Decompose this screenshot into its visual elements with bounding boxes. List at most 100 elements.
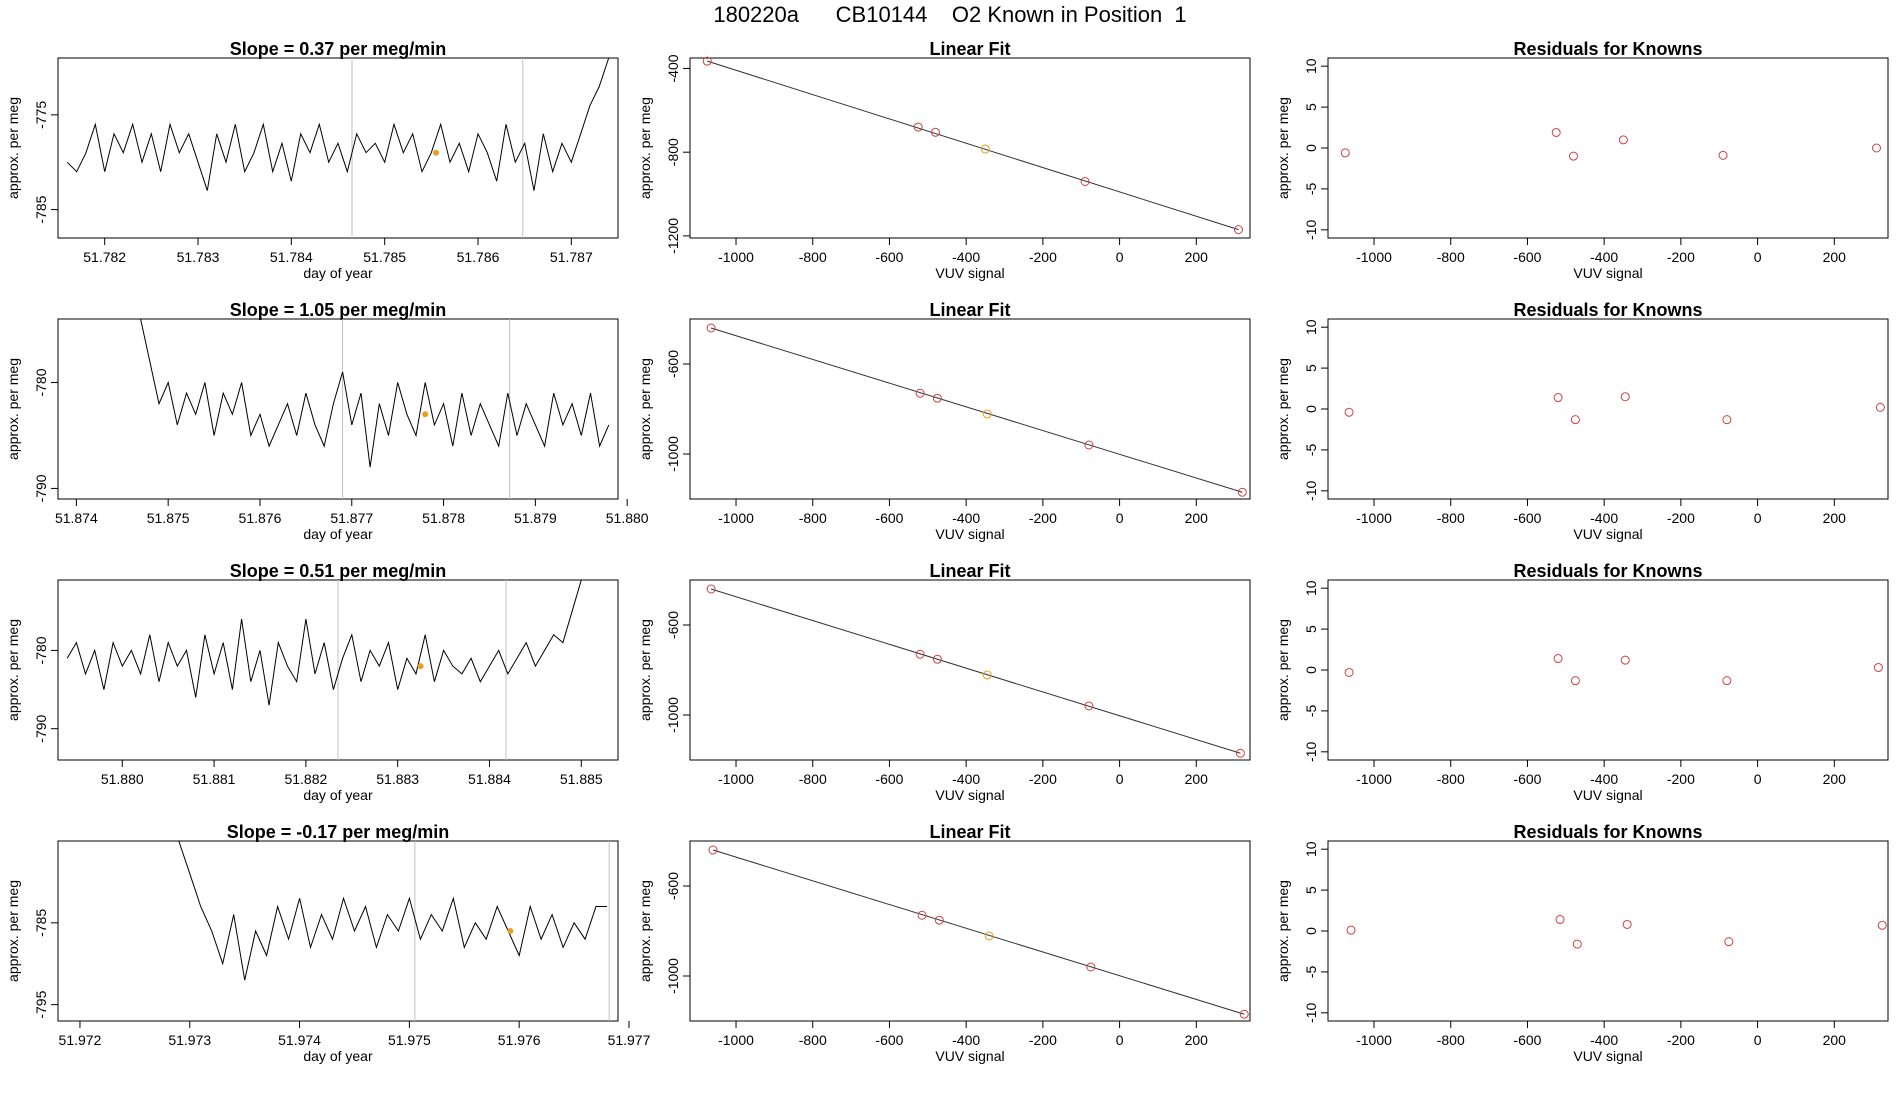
x-tick-label: -600	[875, 249, 903, 265]
x-tick-label: 51.976	[498, 1032, 541, 1048]
x-tick-label: 200	[1823, 249, 1847, 265]
data-point	[1572, 939, 1582, 949]
x-tick-label: 51.972	[59, 1032, 102, 1048]
x-tick-label: 51.785	[363, 249, 406, 265]
data-point	[915, 649, 925, 659]
y-tick-label: -5	[1303, 182, 1319, 195]
x-tick-label: 51.880	[606, 510, 649, 526]
x-tick-label: 200	[1823, 771, 1847, 787]
y-axis-label: approx. per meg	[5, 358, 21, 460]
data-point	[1570, 415, 1580, 425]
y-tick-label: 10	[1303, 319, 1319, 335]
y-axis-label: approx. per meg	[1275, 97, 1291, 199]
plot-frame	[1327, 318, 1889, 500]
chart-title: Slope = 0.51 per meg/min	[230, 561, 447, 581]
fit-line	[712, 849, 1245, 1015]
y-tick-label: -5	[1303, 704, 1319, 717]
y-tick-label: -780	[33, 636, 49, 664]
x-tick-label: -800	[799, 249, 827, 265]
y-tick-label: 5	[1303, 625, 1319, 633]
x-axis-label: VUV signal	[1573, 526, 1642, 542]
data-point	[1875, 402, 1885, 412]
x-tick-label: -600	[1513, 771, 1541, 787]
y-tick-label: 0	[1303, 927, 1319, 935]
x-tick-label: -800	[799, 1032, 827, 1048]
x-tick-label: 51.784	[270, 249, 313, 265]
page-title: 180220a CB10144 O2 Known in Position 1	[713, 2, 1187, 27]
x-tick-label: -200	[1667, 510, 1695, 526]
data-point	[1344, 407, 1354, 417]
x-axis-label: VUV signal	[935, 526, 1004, 542]
y-tick-label: -600	[665, 611, 681, 639]
x-tick-label: -400	[952, 1032, 980, 1048]
y-tick-label: -600	[665, 872, 681, 900]
x-tick-label: 51.880	[101, 771, 144, 787]
plot-frame	[1327, 840, 1889, 1022]
x-tick-label: -800	[1437, 771, 1465, 787]
chart-panel-9: Slope = -0.17 per meg/min 51.972 51.973 51.…	[5, 822, 651, 1064]
data-point	[1722, 676, 1732, 686]
data-point	[1233, 225, 1243, 235]
y-tick-label: -1000	[665, 436, 681, 472]
y-tick-label: 10	[1303, 841, 1319, 857]
data-point	[1340, 148, 1350, 158]
x-tick-label: -1000	[718, 771, 754, 787]
data-point	[706, 323, 716, 333]
x-tick-label: 51.876	[239, 510, 282, 526]
data-point	[1346, 925, 1356, 935]
x-tick-label: 51.881	[193, 771, 236, 787]
x-tick-label: -400	[1590, 249, 1618, 265]
x-axis-label: day of year	[303, 526, 373, 542]
chart-panel-8: Residuals for Knowns-1000 -800 -600 -400 -20…	[1275, 561, 1889, 803]
fit-line	[707, 60, 1239, 231]
plot-frame	[689, 840, 1251, 1022]
chart-panel-4: Linear Fit -1000 -800 -600 -400 -200 0 200 VUV s…	[637, 300, 1251, 542]
x-tick-label: 51.874	[55, 510, 98, 526]
data-point	[706, 584, 716, 594]
chart-title: Slope = 0.37 per meg/min	[230, 39, 447, 59]
chart-title: Linear Fit	[929, 822, 1010, 842]
x-tick-label: 51.877	[330, 510, 373, 526]
data-point	[702, 56, 712, 66]
data-point	[1722, 415, 1732, 425]
x-tick-label: -200	[1029, 771, 1057, 787]
data-point	[1551, 127, 1561, 137]
fit-line	[710, 588, 1241, 754]
x-tick-label: 51.875	[147, 510, 190, 526]
y-tick-label: -800	[665, 138, 681, 166]
x-tick-label: 51.878	[422, 510, 465, 526]
y-tick-label: -780	[33, 368, 49, 396]
x-tick-label: -600	[1513, 1032, 1541, 1048]
x-tick-label: -200	[1667, 771, 1695, 787]
chart-panel-6: Slope = 0.51 per meg/min 51.880 51.881 51.8…	[5, 561, 619, 803]
x-tick-label: -600	[1513, 249, 1541, 265]
data-point	[982, 409, 992, 419]
plot-frame	[1327, 579, 1889, 761]
x-tick-label: 200	[1823, 510, 1847, 526]
y-axis-label: approx. per meg	[5, 97, 21, 199]
data-point	[932, 393, 942, 403]
x-tick-label: -600	[875, 510, 903, 526]
series-line	[140, 319, 610, 468]
x-tick-label: 51.787	[550, 249, 593, 265]
x-tick-label: -1000	[718, 249, 754, 265]
x-tick-label: 51.885	[560, 771, 603, 787]
x-tick-label: -600	[1513, 510, 1541, 526]
data-point	[1568, 151, 1578, 161]
data-point	[1570, 676, 1580, 686]
chart-panel-5: Residuals for Knowns-1000 -800 -600 -400 -20…	[1275, 300, 1889, 542]
chart-title: Residuals for Knowns	[1513, 300, 1702, 320]
y-tick-label: 10	[1303, 58, 1319, 74]
x-tick-label: -200	[1667, 1032, 1695, 1048]
highlight-point	[422, 411, 429, 418]
x-tick-label: -400	[952, 510, 980, 526]
chart-panel-3: Slope = 1.05 per meg/min 51.874 51.875 51.8…	[5, 300, 649, 542]
x-tick-label: -1000	[1356, 771, 1392, 787]
x-tick-label: 51.882	[284, 771, 327, 787]
y-tick-label: -1000	[665, 697, 681, 733]
y-tick-label: -10	[1303, 1002, 1319, 1022]
x-tick-label: -800	[799, 510, 827, 526]
data-point	[1080, 176, 1090, 186]
x-tick-label: -200	[1029, 510, 1057, 526]
x-tick-label: 51.883	[376, 771, 419, 787]
